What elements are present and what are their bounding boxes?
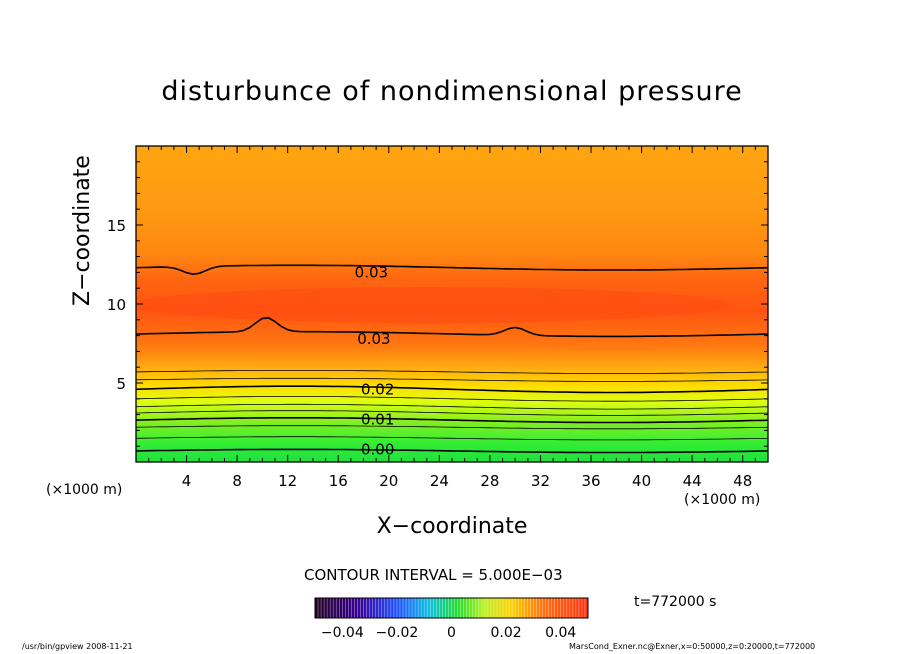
- y-tick-label: 5: [116, 375, 126, 393]
- x-tick-label: 28: [480, 472, 499, 490]
- chart-title: disturbunce of nondimensional pressure: [161, 76, 743, 107]
- time-label: t=772000 s: [634, 594, 717, 610]
- x-tick-label: 16: [329, 472, 348, 490]
- contour-label: 0.00: [361, 440, 394, 458]
- colorbar-stripes: [317, 598, 586, 618]
- pressure-maximum-band: [136, 287, 730, 323]
- contour-line: [136, 264, 768, 276]
- y-axis-label: Z−coordinate: [70, 155, 95, 306]
- contour-line: [136, 317, 768, 338]
- x-tick-label: 20: [379, 472, 398, 490]
- colorbar-tick-label: −0.02: [375, 625, 418, 641]
- x-tick-label: 48: [733, 472, 752, 490]
- x-axis: 4 8 12 16 20 24 28 32 36 40 44 48: [148, 146, 756, 490]
- x-tick-label: 8: [232, 472, 242, 490]
- x-tick-label: 36: [581, 472, 600, 490]
- contour-line: [136, 425, 768, 430]
- contour-line: [136, 448, 768, 454]
- y-axis: 5 10 15: [107, 161, 768, 447]
- contour-lines: [136, 264, 768, 454]
- x-tick-label: 24: [430, 472, 449, 490]
- contour-interval-label: CONTOUR INTERVAL = 5.000E−03: [304, 566, 563, 584]
- colorbar-ticks: −0.04 −0.02 0 0.02 0.04: [321, 625, 577, 641]
- contour-line: [136, 403, 768, 410]
- contour-line: [136, 396, 768, 402]
- x-tick-label: 40: [632, 472, 651, 490]
- contour-line: [136, 436, 768, 441]
- contour-label: 0.03: [355, 263, 388, 281]
- y-tick-label: 10: [107, 296, 126, 314]
- colorbar-tick-label: −0.04: [321, 625, 364, 641]
- x-axis-label: X−coordinate: [0, 514, 904, 539]
- contour-line: [136, 377, 768, 382]
- contour-labels: 0.03 0.03 0.02 0.01 0.00: [355, 263, 395, 458]
- x-tick-label: 32: [531, 472, 550, 490]
- footer-program-date: /usr/bin/gpview 2008-11-21: [22, 642, 133, 651]
- colorbar-frame: [314, 597, 589, 619]
- x-tick-label: 4: [182, 472, 192, 490]
- contour-line: [136, 370, 768, 374]
- x-axis-unit-label: (×1000 m): [684, 492, 761, 508]
- contour-label: 0.02: [361, 380, 394, 398]
- y-axis-unit-label: (×1000 m): [46, 482, 123, 498]
- contour-line: [136, 385, 768, 394]
- contour-label: 0.01: [361, 410, 394, 428]
- x-tick-label: 12: [278, 472, 297, 490]
- x-axis-label-text: X−coordinate: [376, 514, 528, 539]
- colorbar-tick-label: 0.02: [491, 625, 522, 641]
- contour-line: [136, 417, 768, 424]
- y-tick-label: 15: [107, 217, 126, 235]
- colorbar-tick-label: 0.04: [545, 625, 576, 641]
- contour-line: [136, 410, 768, 416]
- colorbar-tick-label: 0: [447, 625, 456, 641]
- x-tick-label: 44: [683, 472, 702, 490]
- footer-source: MarsCond_Exner.nc@Exner,x=0:50000,z=0:20…: [569, 642, 816, 651]
- contour-label: 0.03: [357, 330, 390, 348]
